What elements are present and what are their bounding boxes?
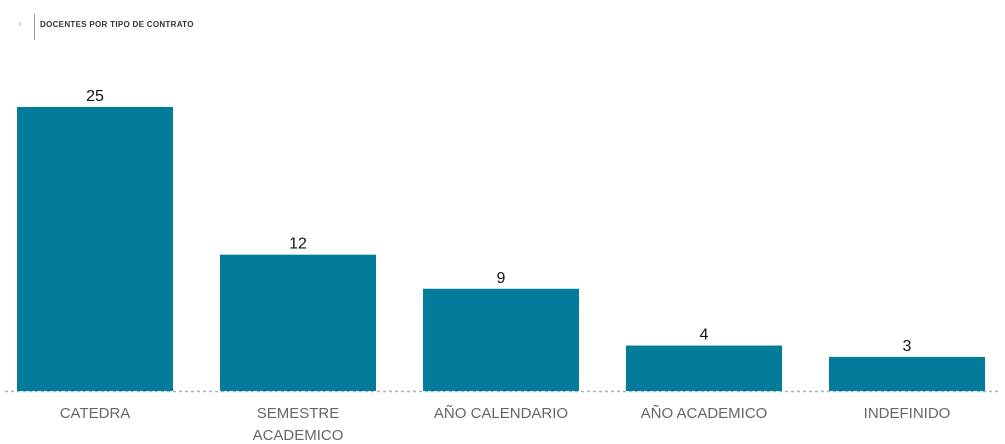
x-tick-label: CATEDRA bbox=[59, 405, 131, 422]
bar bbox=[626, 345, 782, 391]
x-tick-label: INDEFINIDO bbox=[863, 405, 951, 422]
value-label: 25 bbox=[86, 88, 104, 105]
x-tick-label: AÑO CALENDARIO bbox=[433, 405, 569, 422]
value-label: 4 bbox=[700, 327, 709, 344]
chart-title: DOCENTES POR TIPO DE CONTRATO bbox=[40, 20, 194, 29]
value-label: 9 bbox=[497, 270, 506, 287]
bar bbox=[220, 254, 376, 391]
x-tick-label: AÑO ACADEMICO bbox=[640, 405, 768, 422]
bar bbox=[17, 107, 173, 391]
bar bbox=[829, 356, 985, 391]
value-label: 3 bbox=[903, 338, 912, 355]
x-tick-label: SEMESTRE ACADEMICO bbox=[252, 405, 344, 444]
value-label: 12 bbox=[289, 236, 307, 253]
bar bbox=[423, 288, 579, 391]
